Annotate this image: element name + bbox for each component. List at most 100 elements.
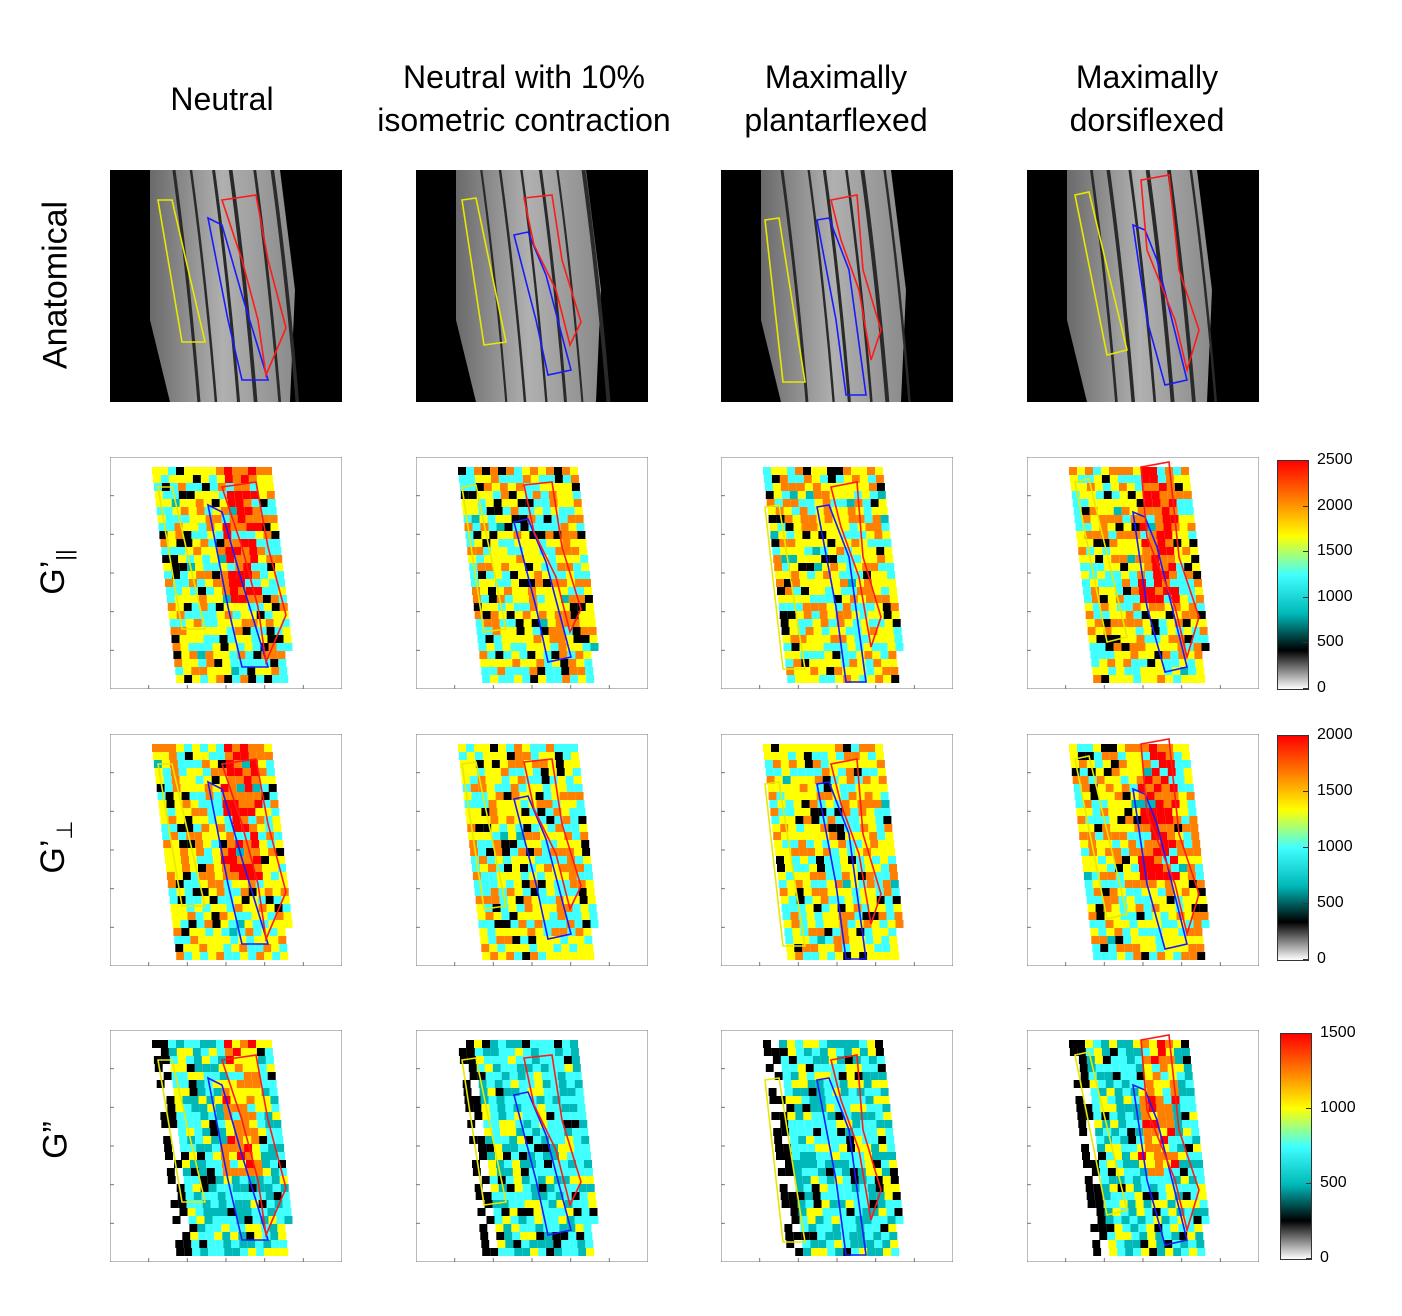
elastogram-pixel <box>838 1208 847 1216</box>
elastogram-pixel <box>843 467 851 475</box>
elastogram-pixel <box>1074 1088 1083 1096</box>
elastogram-pixel <box>554 752 563 760</box>
elastogram-pixel <box>860 760 869 768</box>
elastogram-pixel <box>1093 467 1101 475</box>
elastogram-pixel <box>867 475 876 483</box>
elastogram-pixel <box>889 1168 898 1176</box>
elastogram-pixel <box>851 752 860 760</box>
elastogram-pixel <box>1129 1216 1138 1224</box>
elastogram-pixel <box>1121 920 1130 928</box>
elastogram-pixel <box>475 483 484 491</box>
elastogram-pixel <box>865 523 874 531</box>
elastogram-pixel <box>241 1056 250 1064</box>
elastogram-pixel <box>542 507 551 515</box>
elastogram-pixel <box>499 760 508 768</box>
elastogram-pixel <box>1104 776 1113 784</box>
elastogram-pixel <box>188 507 197 515</box>
elastogram-pixel <box>1126 1120 1135 1128</box>
elastogram-pixel <box>779 744 787 752</box>
elastogram-pixel <box>512 1096 521 1104</box>
elastogram-pixel <box>242 904 251 912</box>
elastogram-pixel <box>202 768 211 776</box>
elastogram-pixel <box>163 1072 172 1080</box>
elastogram-pixel <box>540 904 549 912</box>
elastogram-pixel <box>821 1064 830 1072</box>
elastogram-pixel <box>200 1040 208 1048</box>
elastogram-pixel <box>242 1064 251 1072</box>
elastogram-pixel <box>501 1136 510 1144</box>
elastogram-pixel <box>879 1144 888 1152</box>
elastogram-pixel <box>825 587 833 595</box>
elastogram-pixel <box>809 872 818 880</box>
elastogram-pixel <box>211 840 220 848</box>
elastogram-pixel <box>251 635 260 643</box>
elastogram-pixel <box>1179 872 1188 880</box>
elastogram-pixel <box>197 651 206 659</box>
elastogram-pixel <box>1141 1048 1150 1056</box>
elastogram-pixel <box>1183 627 1192 635</box>
elastogram-pixel <box>182 864 190 872</box>
elastogram-pixel <box>828 1120 837 1128</box>
elastogram-pixel <box>852 1192 861 1200</box>
elastogram-pixel <box>1122 515 1131 523</box>
elastogram-pixel <box>535 515 544 523</box>
elastogram-pixel <box>881 864 889 872</box>
elastogram-pixel <box>890 667 899 675</box>
elastogram-pixel <box>798 840 807 848</box>
elastogram-pixel <box>514 816 523 824</box>
elastogram-pixel <box>220 1080 229 1088</box>
elastogram-pixel <box>159 808 168 816</box>
elastogram-pixel <box>584 587 592 595</box>
elastogram-pixel <box>814 1136 823 1144</box>
elastogram-pixel <box>820 1192 829 1200</box>
elastogram-pixel <box>544 936 553 944</box>
elastogram-pixel <box>473 1176 482 1184</box>
elastogram-pixel <box>187 635 196 643</box>
elastogram-pixel <box>267 1208 276 1216</box>
elastogram-pixel <box>573 1136 582 1144</box>
elastogram-pixel <box>828 619 837 627</box>
elastogram-pixel <box>560 1232 569 1240</box>
elastogram-pixel <box>152 752 161 760</box>
elastogram-pixel <box>1069 1040 1077 1048</box>
elastogram-pixel <box>1116 944 1125 952</box>
elastogram-pixel <box>1156 880 1165 888</box>
elastogram-pixel <box>1093 1184 1102 1192</box>
elastogram-pixel <box>514 752 523 760</box>
elastogram-pixel <box>194 904 203 912</box>
elastogram-pixel <box>889 872 898 880</box>
elastogram-pixel <box>1158 547 1167 555</box>
elastogram-pixel <box>532 832 541 840</box>
elastogram-pixel <box>1186 928 1195 936</box>
roi-outline-yellow <box>461 761 507 910</box>
elastogram-pixel <box>217 547 226 555</box>
elastogram-pixel <box>1140 1176 1149 1184</box>
elastogram-pixel <box>882 944 891 952</box>
elastogram-pixel <box>569 1176 578 1184</box>
elastogram-pixel <box>1125 1184 1134 1192</box>
elastogram-pixel <box>1159 555 1168 563</box>
elastogram-pixel <box>549 1072 558 1080</box>
elastogram-pixel <box>818 667 827 675</box>
elastogram-pixel <box>780 547 789 555</box>
elastogram-pixel <box>1160 776 1169 784</box>
elastogram-pixel <box>526 848 535 856</box>
elastogram-pixel <box>460 768 469 776</box>
elastogram-pixel <box>536 800 545 808</box>
elastogram-pixel <box>1137 1144 1146 1152</box>
elastogram-pixel <box>1088 499 1097 507</box>
elastogram-pixel <box>1197 611 1206 619</box>
elastogram-pixel <box>498 1048 507 1056</box>
elastogram-pixel <box>1118 547 1127 555</box>
elastogram-pixel <box>488 523 497 531</box>
elastogram-pixel <box>861 1200 870 1208</box>
roi-outline-blue <box>816 781 867 960</box>
elastogram-pixel <box>255 944 264 952</box>
elastogram-pixel <box>846 912 855 920</box>
elastogram-pixel <box>249 483 258 491</box>
elastogram-pixel <box>193 1192 202 1200</box>
elastogram-pixel <box>202 491 211 499</box>
elastogram-pixel <box>479 856 487 864</box>
elastogram-pixel <box>512 659 521 667</box>
elastogram-pixel <box>1078 483 1087 491</box>
